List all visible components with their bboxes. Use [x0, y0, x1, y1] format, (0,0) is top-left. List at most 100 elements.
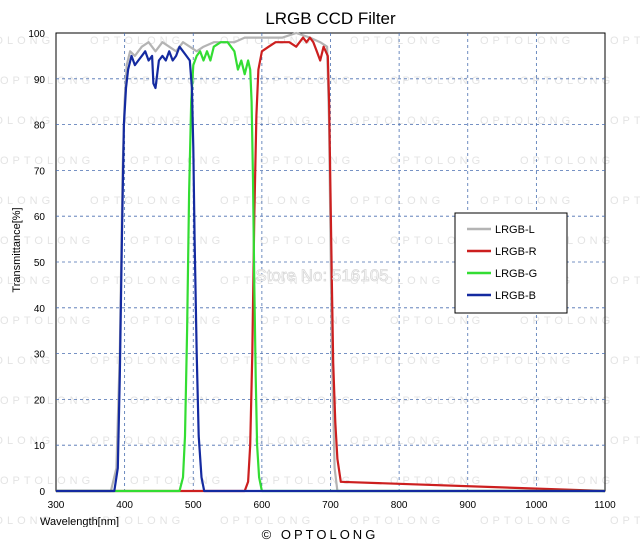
watermark-text: OPTOLONG: [260, 75, 354, 87]
watermark-text: OPTOLONG: [260, 155, 354, 167]
watermark-text: OPTOLONG: [0, 315, 94, 327]
watermark-text: OPTOLONG: [0, 355, 54, 367]
watermark-text: OPTOLONG: [350, 115, 444, 127]
watermark-text: OPTOLONG: [390, 75, 484, 87]
watermark-text: OPTOLONG: [130, 475, 224, 487]
x-tick-label: 900: [459, 500, 476, 511]
watermark-text: OPTOLONG: [220, 515, 314, 527]
watermark-text: OPTOLONG: [350, 35, 444, 47]
watermark-text: OPTOLONG: [480, 195, 574, 207]
watermark-text: OPTOLONG: [130, 395, 224, 407]
legend-label: LRGB-R: [495, 246, 537, 258]
x-tick-label: 1100: [594, 500, 616, 511]
watermark-text: OPTOLONG: [610, 435, 640, 447]
watermark-text: OPTOLONG: [0, 75, 94, 87]
series-line-lrgb-b: [56, 45, 605, 493]
x-tick-label: 1000: [525, 500, 548, 511]
watermark-text: OPTOLONG: [610, 115, 640, 127]
y-tick-label: 50: [34, 258, 46, 269]
watermark-text: OPTOLONG: [390, 155, 484, 167]
y-tick-label: 90: [34, 75, 46, 86]
y-tick-label: 40: [34, 304, 46, 315]
x-tick-label: 500: [185, 500, 202, 511]
axis-ticks: 300 400 500 600 700 800 900 1000 1100 0 10 20 30 40 50…: [28, 29, 616, 511]
watermark-text: OPTOLONG: [130, 155, 224, 167]
legend-label: LRGB-B: [495, 290, 536, 302]
watermark-text: OPTOLONG: [520, 315, 614, 327]
store-watermark: Store No: 516105: [255, 266, 388, 285]
watermark-text: OPTOLONG: [610, 195, 640, 207]
watermark-text: OPTOLONG: [0, 115, 54, 127]
legend-label: LRGB-L: [495, 224, 535, 236]
x-tick-label: 700: [322, 500, 339, 511]
watermark-text: OPTOLONG: [0, 35, 54, 47]
y-tick-label: 60: [34, 212, 46, 223]
watermark-text: OPTOLONG: [90, 195, 184, 207]
watermark-text: OPTOLONG: [90, 355, 184, 367]
watermark-text: OPTOLONG: [0, 515, 54, 527]
watermark-text: OPTOLONG: [610, 355, 640, 367]
y-tick-label: 30: [34, 350, 46, 361]
watermark-text: OPTOLONG: [350, 195, 444, 207]
series-line-lrgb-g: [56, 41, 605, 493]
watermark-text: OPTOLONG: [610, 35, 640, 47]
watermark-text: OPTOLONG: [0, 475, 94, 487]
watermark-text: OPTOLONG: [220, 195, 314, 207]
x-tick-label: 600: [254, 500, 271, 511]
watermark-text: OPTOLONG: [0, 395, 94, 407]
watermark-text: OPTOLONG: [350, 355, 444, 367]
watermark-text: OPTOLONG: [520, 75, 614, 87]
y-tick-label: 20: [34, 395, 46, 406]
series-line-lrgb-l: [56, 31, 605, 493]
y-tick-label: 100: [28, 29, 45, 40]
watermark-text: OPTOLONG: [260, 395, 354, 407]
y-tick-label: 80: [34, 121, 46, 132]
x-tick-label: 300: [48, 500, 65, 511]
watermark-text: OPTOLONG: [130, 235, 224, 247]
watermark-text: OPTOLONG: [220, 115, 314, 127]
series-layer: [56, 31, 606, 493]
y-tick-label: 10: [34, 441, 46, 452]
watermark-text: OPTOLONG: [260, 235, 354, 247]
watermark-layer: OPTOLONG OPTOLONG OPTOLONG OPTOLONG OPTOLONG…: [0, 35, 640, 527]
watermark-text: OPTOLONG: [130, 315, 224, 327]
watermark-text: OPTOLONG: [480, 435, 574, 447]
watermark-text: OPTOLONG: [480, 115, 574, 127]
watermark-text: OPTOLONG: [0, 435, 54, 447]
watermark-text: OPTOLONG: [350, 435, 444, 447]
watermark-text: OPTOLONG: [480, 35, 574, 47]
watermark-text: OPTOLONG: [520, 155, 614, 167]
legend-label: LRGB-G: [495, 268, 537, 280]
watermark-text: OPTOLONG: [220, 275, 314, 287]
chart-title: LRGB CCD Filter: [265, 9, 396, 28]
watermark-text: OPTOLONG: [520, 475, 614, 487]
copyright-footer: © OPTOLONG: [261, 527, 379, 542]
watermark-text: OPTOLONG: [0, 195, 54, 207]
y-tick-label: 70: [34, 166, 46, 177]
x-tick-label: 800: [391, 500, 408, 511]
watermark-text: OPTOLONG: [480, 515, 574, 527]
watermark-text: OPTOLONG: [90, 115, 184, 127]
watermark-text: OPTOLONG: [90, 515, 184, 527]
watermark-text: OPTOLONG: [260, 475, 354, 487]
watermark-text: OPTOLONG: [350, 275, 444, 287]
watermark-text: OPTOLONG: [390, 395, 484, 407]
watermark-text: OPTOLONG: [350, 515, 444, 527]
watermark-text: OPTOLONG: [0, 235, 94, 247]
watermark-text: OPTOLONG: [90, 275, 184, 287]
watermark-text: OPTOLONG: [0, 275, 54, 287]
watermark-text: OPTOLONG: [130, 75, 224, 87]
x-axis-label: Wavelength[nm]: [40, 516, 119, 527]
watermark-text: OPTOLONG: [610, 275, 640, 287]
watermark-text: OPTOLONG: [90, 35, 184, 47]
watermark-text: OPTOLONG: [610, 515, 640, 527]
legend: LRGB-L LRGB-R LRGB-G LRGB-B: [454, 212, 568, 314]
watermark-text: OPTOLONG: [0, 155, 94, 167]
y-axis-label: Transmittance[%]: [11, 207, 23, 292]
x-tick-label: 400: [116, 500, 133, 511]
watermark-text: OPTOLONG: [220, 355, 314, 367]
watermark-text: OPTOLONG: [520, 395, 614, 407]
y-tick-label: 0: [39, 487, 45, 498]
watermark-text: OPTOLONG: [90, 435, 184, 447]
filter-transmission-chart: OPTOLONG OPTOLONG OPTOLONG OPTOLONG OPTOLONG…: [0, 9, 640, 527]
